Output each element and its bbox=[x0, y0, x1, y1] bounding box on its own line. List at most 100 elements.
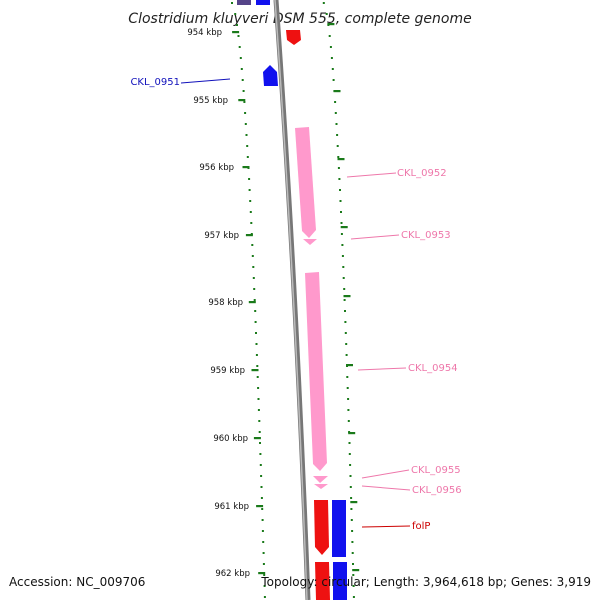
feature-reverse-blue-block[interactable] bbox=[332, 500, 346, 557]
gene-label-ckl-0956[interactable]: CKL_0956 bbox=[412, 485, 462, 496]
ruler-dot bbox=[236, 24, 238, 26]
gene-label-ckl-0955[interactable]: CKL_0955 bbox=[411, 465, 461, 476]
tick-label-955: 955 kbp bbox=[193, 96, 228, 106]
ruler-tick bbox=[337, 158, 345, 161]
ruler-dot bbox=[258, 420, 261, 422]
feature-top-blue[interactable] bbox=[256, 0, 270, 5]
ruler-dot bbox=[260, 475, 263, 477]
leader-ckl-0955 bbox=[361, 469, 410, 479]
ruler-dot bbox=[340, 211, 342, 213]
ruler-dot bbox=[241, 79, 244, 81]
ruler-dot bbox=[262, 563, 265, 565]
ruler-dot bbox=[337, 156, 340, 158]
ruler-tick bbox=[245, 234, 253, 237]
ruler-dot bbox=[240, 68, 243, 70]
tick-label-956: 956 kbp bbox=[199, 163, 234, 173]
ruler-dot bbox=[231, 2, 233, 4]
ruler-dot bbox=[252, 266, 255, 268]
ruler-dot bbox=[325, 13, 328, 15]
ruler-dot bbox=[334, 101, 337, 103]
ruler-dot bbox=[340, 233, 343, 235]
ruler-dot bbox=[252, 277, 255, 279]
gene-label-ckl-0954[interactable]: CKL_0954 bbox=[408, 363, 458, 374]
ruler-dot bbox=[328, 35, 331, 37]
ruler-dot bbox=[341, 244, 344, 246]
ruler-dot bbox=[246, 145, 249, 147]
ruler-dot bbox=[338, 178, 341, 180]
gene-label-ckl-0953[interactable]: CKL_0953 bbox=[401, 230, 451, 241]
ruler-dot bbox=[336, 145, 339, 147]
ruler-dot bbox=[336, 134, 339, 136]
ruler-tick bbox=[253, 437, 261, 440]
ruler-dot bbox=[330, 57, 333, 59]
leader-ckl-0953 bbox=[350, 234, 400, 240]
ruler-dot bbox=[332, 79, 335, 81]
ruler-dot bbox=[347, 398, 350, 400]
feature-blue-bottom[interactable] bbox=[333, 562, 347, 600]
ruler-dot bbox=[348, 453, 351, 455]
gene-folp-arrow[interactable] bbox=[314, 500, 329, 555]
tick-label-962: 962 kbp bbox=[215, 569, 250, 579]
genome-backbone-highlight bbox=[274, 0, 308, 600]
ruler-dot bbox=[350, 508, 353, 510]
ruler-dot bbox=[322, 2, 325, 4]
ruler-tick bbox=[352, 569, 360, 572]
ruler-dot bbox=[352, 574, 355, 576]
ruler-dot bbox=[347, 409, 350, 411]
ruler-dot bbox=[250, 222, 253, 224]
gene-ckl-0951-arrow[interactable] bbox=[263, 65, 278, 86]
gene-ckl-0953-arrow[interactable] bbox=[303, 239, 317, 245]
ruler-dot bbox=[351, 552, 354, 554]
gene-ckl-0956-arrow[interactable] bbox=[314, 484, 328, 489]
feature-top-purple[interactable] bbox=[237, 0, 251, 5]
ruler-dot bbox=[244, 112, 247, 114]
ruler-dot bbox=[239, 57, 242, 59]
ruler-dot bbox=[341, 255, 344, 257]
ruler-dot bbox=[256, 376, 259, 378]
ruler-dot bbox=[345, 343, 348, 345]
ruler-dot bbox=[262, 541, 265, 543]
gene-ckl-0954-arrow[interactable] bbox=[305, 272, 327, 471]
feature-red-arrow-top[interactable] bbox=[286, 30, 301, 45]
ruler-dot bbox=[261, 508, 264, 510]
ruler-dot bbox=[255, 343, 258, 345]
gene-label-folp[interactable]: folP bbox=[412, 521, 430, 532]
gene-label-ckl-0951[interactable]: CKL_0951 bbox=[130, 77, 180, 88]
ruler-track-left bbox=[231, 2, 266, 598]
leader-ckl-0956 bbox=[361, 485, 411, 491]
ruler-dot bbox=[340, 222, 343, 224]
ruler-tick bbox=[346, 364, 353, 367]
footer-topology: Topology: circular; Length: 3,964,618 bp… bbox=[260, 575, 591, 589]
gene-ckl-0955-arrow[interactable] bbox=[313, 476, 328, 483]
ruler-dot bbox=[237, 35, 240, 37]
feature-red-bottom[interactable] bbox=[315, 562, 330, 600]
ruler-dot bbox=[251, 255, 254, 257]
ruler-dot bbox=[249, 200, 252, 202]
ruler-dot bbox=[344, 310, 346, 312]
ruler-dot bbox=[253, 288, 256, 290]
ruler-dot bbox=[262, 552, 265, 554]
ruler-tick bbox=[256, 505, 264, 508]
ruler-dot bbox=[234, 13, 237, 15]
ruler-dot bbox=[253, 299, 256, 301]
tick-label-957: 957 kbp bbox=[204, 231, 239, 241]
ruler-dot bbox=[255, 332, 257, 334]
ruler-dot bbox=[348, 442, 351, 444]
ruler-dot bbox=[350, 497, 353, 499]
ruler-dot bbox=[331, 68, 334, 70]
leader-ckl-0951 bbox=[180, 78, 231, 84]
ruler-tick bbox=[258, 572, 266, 575]
ruler-tick bbox=[248, 301, 256, 304]
ruler-dot bbox=[344, 321, 347, 323]
tick-label-961: 961 kbp bbox=[214, 502, 249, 512]
gene-label-ckl-0952[interactable]: CKL_0952 bbox=[397, 168, 447, 179]
ruler-dot bbox=[335, 123, 338, 125]
ruler-dot bbox=[342, 266, 345, 268]
ruler-dot bbox=[257, 409, 260, 411]
ruler-tick bbox=[238, 99, 246, 102]
ruler-dot bbox=[244, 123, 247, 125]
ruler-tick bbox=[333, 90, 341, 93]
ruler-dot bbox=[263, 574, 266, 576]
gene-ckl-0952-arrow[interactable] bbox=[295, 127, 316, 238]
ruler-dot bbox=[345, 354, 348, 356]
